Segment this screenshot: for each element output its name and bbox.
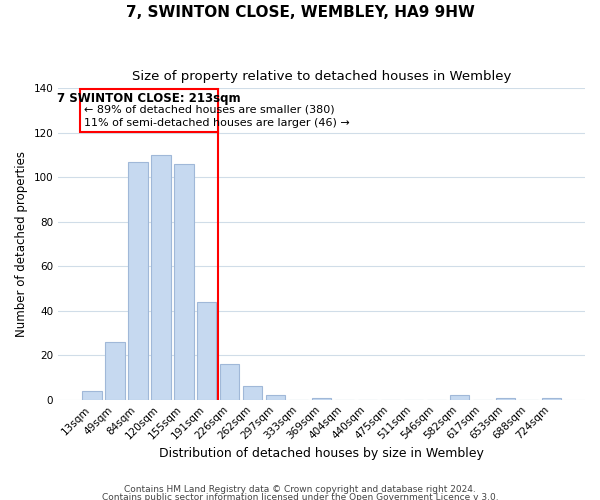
Bar [220, 364, 239, 400]
Bar [151, 155, 170, 400]
Bar [105, 342, 125, 400]
X-axis label: Distribution of detached houses by size in Wembley: Distribution of detached houses by size … [159, 447, 484, 460]
Y-axis label: Number of detached properties: Number of detached properties [15, 151, 28, 337]
Text: Contains HM Land Registry data © Crown copyright and database right 2024.: Contains HM Land Registry data © Crown c… [124, 486, 476, 494]
Bar [174, 164, 194, 400]
Bar [82, 391, 101, 400]
Text: 7 SWINTON CLOSE: 213sqm: 7 SWINTON CLOSE: 213sqm [57, 92, 241, 105]
Bar [197, 302, 217, 400]
Bar [80, 90, 218, 132]
Bar [312, 398, 331, 400]
Bar [496, 398, 515, 400]
Text: Contains public sector information licensed under the Open Government Licence v : Contains public sector information licen… [101, 492, 499, 500]
Text: 11% of semi-detached houses are larger (46) →: 11% of semi-detached houses are larger (… [84, 118, 350, 128]
Bar [266, 396, 286, 400]
Bar [243, 386, 262, 400]
Bar [449, 396, 469, 400]
Text: ← 89% of detached houses are smaller (380): ← 89% of detached houses are smaller (38… [84, 104, 334, 115]
Text: 7, SWINTON CLOSE, WEMBLEY, HA9 9HW: 7, SWINTON CLOSE, WEMBLEY, HA9 9HW [125, 5, 475, 20]
Bar [128, 162, 148, 400]
Bar [542, 398, 561, 400]
Title: Size of property relative to detached houses in Wembley: Size of property relative to detached ho… [132, 70, 511, 83]
